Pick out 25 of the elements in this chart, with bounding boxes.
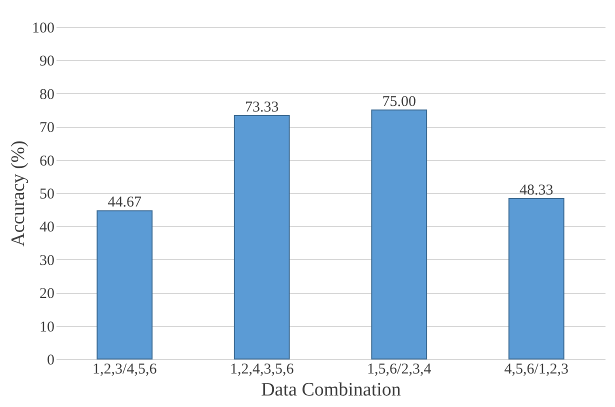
y-tick-label: 70 — [40, 120, 54, 136]
y-tick-label: 100 — [32, 20, 54, 36]
y-tick-label: 60 — [40, 153, 54, 170]
data-label: 48.33 — [520, 182, 554, 199]
y-axis-title: Accuracy (%) — [8, 140, 29, 247]
bar — [508, 198, 564, 360]
y-tick-label: 40 — [40, 220, 54, 236]
x-tick-label: 1,2,3/4,5,6 — [92, 362, 158, 378]
y-tick-label: 0 — [47, 352, 54, 368]
x-tick-label: 1,5,6/2,3,4 — [367, 362, 432, 378]
x-axis-title: Data Combination — [261, 380, 402, 400]
x-tick-label: 1,2,4,3,5,6 — [230, 362, 294, 378]
bar — [96, 210, 153, 360]
y-tick-label: 80 — [40, 86, 54, 103]
bar — [234, 115, 290, 360]
data-label: 73.33 — [245, 100, 279, 116]
y-tick-label: 50 — [40, 186, 54, 202]
y-tick-label: 10 — [40, 319, 54, 336]
x-tick-label: 4,5,6/1,2,3 — [504, 362, 568, 378]
data-label: 44.67 — [108, 194, 142, 211]
bar — [371, 110, 428, 360]
y-tick-label: 20 — [40, 286, 54, 302]
data-label: 75.00 — [382, 94, 416, 110]
y-tick-label: 30 — [40, 252, 54, 269]
y-tick-label: 90 — [40, 54, 54, 70]
